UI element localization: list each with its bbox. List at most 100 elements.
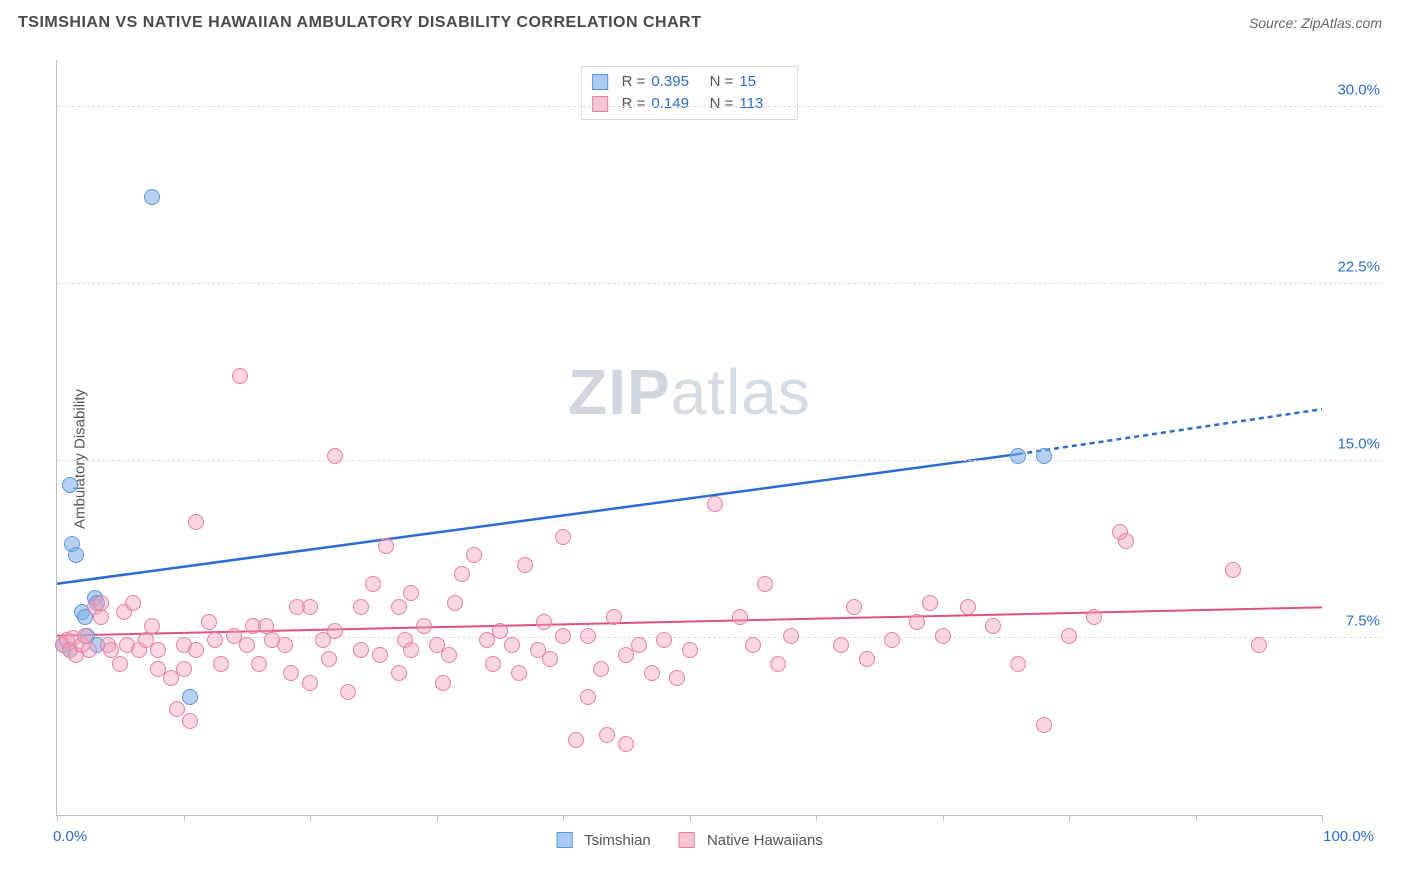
- legend-label: Tsimshian: [584, 832, 651, 849]
- scatter-point: [1225, 562, 1241, 578]
- scatter-point: [745, 637, 761, 653]
- legend-item: Native Hawaiians: [679, 832, 823, 849]
- scatter-point: [618, 736, 634, 752]
- legend-item: Tsimshian: [556, 832, 651, 849]
- scatter-point: [644, 665, 660, 681]
- scatter-point: [1251, 637, 1267, 653]
- scatter-point: [176, 661, 192, 677]
- scatter-point: [568, 732, 584, 748]
- scatter-point: [656, 632, 672, 648]
- scatter-point: [606, 609, 622, 625]
- scatter-point: [144, 618, 160, 634]
- scatter-point: [985, 618, 1001, 634]
- x-tick: [184, 815, 185, 821]
- scatter-point: [884, 632, 900, 648]
- scatter-point: [302, 675, 318, 691]
- scatter-point: [403, 585, 419, 601]
- scatter-point: [150, 642, 166, 658]
- scatter-point: [283, 665, 299, 681]
- x-tick: [437, 815, 438, 821]
- scatter-point: [492, 623, 508, 639]
- legend-label: Native Hawaiians: [707, 832, 823, 849]
- scatter-point: [1036, 448, 1052, 464]
- scatter-point: [504, 637, 520, 653]
- scatter-point: [859, 651, 875, 667]
- x-tick: [1322, 815, 1323, 821]
- scatter-point: [182, 689, 198, 705]
- legend-swatch-pink: [592, 96, 608, 112]
- legend-r-pink: 0.149: [651, 93, 699, 115]
- scatter-point: [542, 651, 558, 667]
- scatter-point: [416, 618, 432, 634]
- x-tick: [690, 815, 691, 821]
- scatter-point: [1086, 609, 1102, 625]
- legend-swatch-blue: [556, 832, 572, 848]
- x-min-label: 0.0%: [53, 828, 87, 845]
- scatter-point: [757, 576, 773, 592]
- correlation-legend: R = 0.395 N = 15 R = 0.149 N = 113: [581, 66, 799, 120]
- scatter-point: [935, 628, 951, 644]
- scatter-point: [1061, 628, 1077, 644]
- gridline-h: [57, 637, 1382, 638]
- scatter-point: [1118, 533, 1134, 549]
- chart-header: TSIMSHIAN VS NATIVE HAWAIIAN AMBULATORY …: [0, 0, 1406, 42]
- scatter-point: [353, 599, 369, 615]
- x-tick: [563, 815, 564, 821]
- scatter-point: [378, 538, 394, 554]
- scatter-point: [435, 675, 451, 691]
- scatter-point: [188, 514, 204, 530]
- scatter-point: [909, 614, 925, 630]
- scatter-point: [707, 496, 723, 512]
- scatter-point: [93, 595, 109, 611]
- scatter-point: [62, 477, 78, 493]
- scatter-point: [340, 684, 356, 700]
- trend-lines: [57, 60, 1322, 815]
- legend-n-pink: 113: [739, 93, 787, 115]
- scatter-point: [1010, 656, 1026, 672]
- y-tick-label: 7.5%: [1346, 613, 1380, 630]
- chart-title: TSIMSHIAN VS NATIVE HAWAIIAN AMBULATORY …: [18, 14, 702, 32]
- scatter-point: [365, 576, 381, 592]
- scatter-point: [112, 656, 128, 672]
- scatter-point: [580, 689, 596, 705]
- x-tick: [310, 815, 311, 821]
- legend-r-blue: 0.395: [651, 71, 699, 93]
- scatter-point: [201, 614, 217, 630]
- scatter-point: [555, 529, 571, 545]
- chart-container: Ambulatory Disability ZIPatlas R = 0.395…: [18, 50, 1382, 868]
- scatter-point: [182, 713, 198, 729]
- scatter-point: [485, 656, 501, 672]
- scatter-point: [511, 665, 527, 681]
- scatter-point: [536, 614, 552, 630]
- x-tick: [816, 815, 817, 821]
- scatter-point: [447, 595, 463, 611]
- scatter-point: [81, 642, 97, 658]
- scatter-point: [277, 637, 293, 653]
- scatter-point: [732, 609, 748, 625]
- scatter-point: [353, 642, 369, 658]
- x-tick: [943, 815, 944, 821]
- legend-n-blue: 15: [739, 71, 787, 93]
- scatter-point: [593, 661, 609, 677]
- scatter-point: [922, 595, 938, 611]
- gridline-h: [57, 283, 1382, 284]
- scatter-point: [833, 637, 849, 653]
- scatter-point: [846, 599, 862, 615]
- scatter-point: [302, 599, 318, 615]
- scatter-point: [391, 665, 407, 681]
- scatter-point: [1036, 717, 1052, 733]
- scatter-point: [372, 647, 388, 663]
- scatter-point: [669, 670, 685, 686]
- watermark: ZIPatlas: [568, 355, 811, 429]
- scatter-point: [960, 599, 976, 615]
- chart-source: Source: ZipAtlas.com: [1249, 15, 1382, 31]
- scatter-point: [441, 647, 457, 663]
- scatter-point: [403, 642, 419, 658]
- scatter-point: [207, 632, 223, 648]
- scatter-point: [1010, 448, 1026, 464]
- scatter-point: [93, 609, 109, 625]
- legend-row: R = 0.395 N = 15: [592, 71, 788, 93]
- scatter-point: [251, 656, 267, 672]
- x-tick: [1196, 815, 1197, 821]
- scatter-point: [770, 656, 786, 672]
